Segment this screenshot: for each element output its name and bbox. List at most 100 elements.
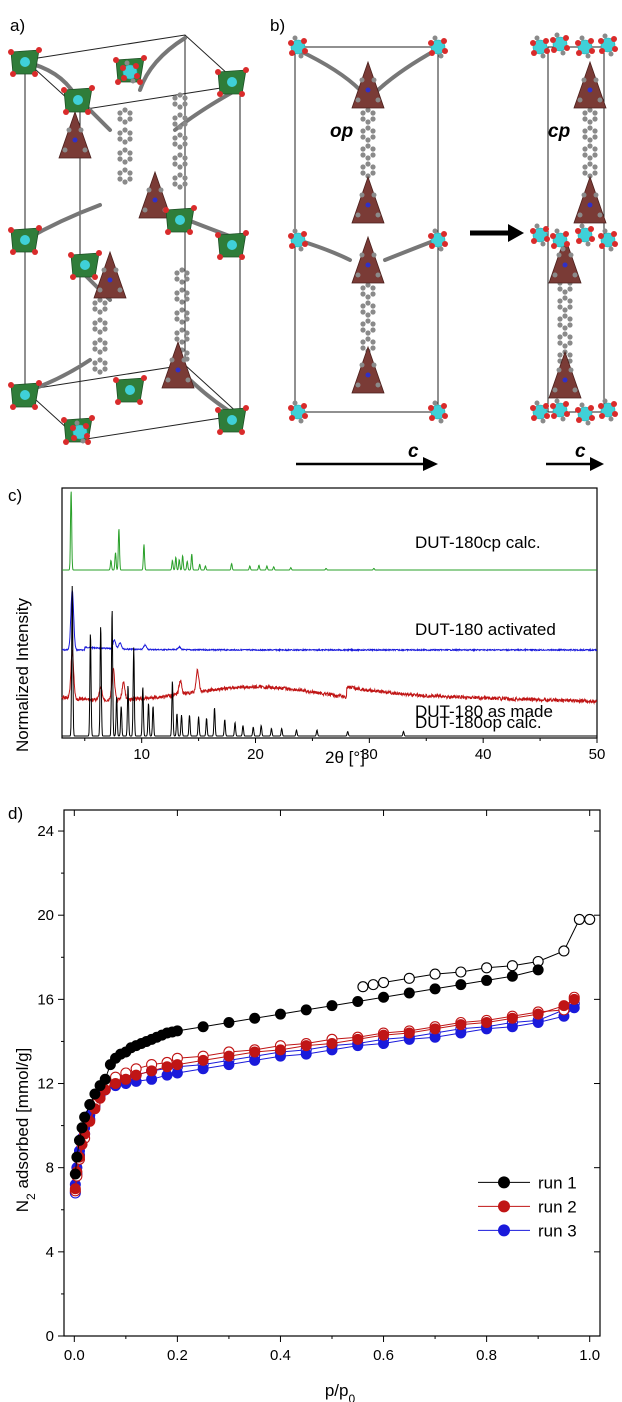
svg-text:c: c [408, 441, 419, 462]
xrd-series-2 [61, 590, 598, 653]
iso-desorption-point [403, 972, 415, 984]
iso-desorption-point [506, 960, 518, 972]
iso-adsorption-point [558, 1000, 570, 1012]
iso-adsorption-point [352, 995, 364, 1007]
iso-y-tick-label: 4 [46, 1244, 54, 1261]
iso-adsorption-point [84, 1099, 96, 1111]
iso-desorption-point [573, 913, 585, 925]
iso-adsorption-point [274, 1008, 286, 1020]
iso-desorption-line-2 [74, 996, 575, 1191]
iso-adsorption-line-1 [74, 969, 539, 1175]
iso-adsorption-point [378, 1029, 390, 1041]
iso-adsorption-point [532, 1008, 544, 1020]
isotherm-x-axis-label: p/p0 [325, 1381, 356, 1402]
iso-y-tick-label: 8 [46, 1160, 54, 1177]
iso-adsorption-point [73, 1134, 85, 1146]
iso-adsorption-point [130, 1069, 142, 1081]
iso-adsorption-point [249, 1046, 261, 1058]
iso-y-tick-label: 20 [37, 907, 54, 924]
iso-legend-label-2: run 2 [538, 1197, 577, 1216]
iso-y-tick-label: 0 [46, 1328, 54, 1345]
iso-adsorption-point [146, 1065, 158, 1077]
iso-adsorption-point [568, 993, 580, 1005]
iso-adsorption-point [300, 1040, 312, 1052]
panel-label-c: c) [8, 486, 23, 505]
iso-desorption-point [558, 945, 570, 957]
iso-legend-label-1: run 1 [538, 1173, 577, 1192]
iso-x-tick-label: 0.8 [476, 1347, 497, 1364]
iso-legend-label-3: run 3 [538, 1221, 577, 1240]
label-op: op [330, 121, 353, 142]
structure-panel-b-op: op [287, 35, 449, 424]
isotherm-y-axis-label: N2 adsorbed [mmol/g] [13, 1048, 38, 1212]
isotherm-chart: 0.0 0.2 0.4 0.6 0.8 1.0 0 4 8 12 16 20 24 run 1 run 2 r… [13, 809, 601, 1402]
iso-adsorption-point [274, 1044, 286, 1056]
xrd-series-3 [61, 650, 598, 706]
iso-adsorption-point [223, 1050, 235, 1062]
iso-adsorption-point [223, 1017, 235, 1029]
xrd-series-label-1: DUT-180cp calc. [415, 533, 541, 552]
iso-desorption-point [481, 962, 493, 974]
iso-x-tick-label: 0.2 [167, 1347, 188, 1364]
xrd-series-label-2: DUT-180 activated [415, 620, 556, 639]
iso-adsorption-point [161, 1061, 173, 1073]
iso-adsorption-point [71, 1151, 83, 1163]
iso-legend-marker-2 [498, 1200, 510, 1213]
iso-adsorption-point [403, 987, 415, 999]
iso-adsorption-point [429, 1023, 441, 1035]
iso-adsorption-point [79, 1111, 91, 1123]
xrd-y-axis-label: Normalized Intensity [13, 598, 32, 753]
panel-label-a: a) [10, 16, 26, 35]
iso-adsorption-point [403, 1027, 415, 1039]
crystal-structure-figure: op cp c c [7, 32, 619, 471]
transition-arrow [470, 224, 524, 242]
iso-x-tick-label: 1.0 [579, 1347, 600, 1364]
svg-text:c: c [575, 441, 586, 462]
c-axis-arrow-left: c [296, 441, 438, 471]
iso-adsorption-point [89, 1088, 101, 1100]
xrd-x-axis-label: 2θ [°] [325, 748, 365, 767]
iso-legend-marker-3 [498, 1224, 510, 1237]
xrd-x-tick-label: 10 [133, 746, 150, 763]
iso-adsorption-point [171, 1059, 183, 1071]
iso-adsorption-point [506, 1012, 518, 1024]
iso-adsorption-point [69, 1183, 81, 1195]
iso-y-tick-label: 12 [37, 1076, 54, 1093]
xrd-series-1 [62, 491, 597, 571]
iso-desorption-point [357, 981, 369, 993]
iso-adsorption-point [99, 1073, 111, 1085]
panel-label-b: b) [270, 16, 286, 35]
iso-adsorption-point [197, 1054, 209, 1066]
iso-desorption-point [429, 968, 441, 980]
iso-adsorption-point [506, 970, 518, 982]
iso-adsorption-point [481, 1017, 493, 1029]
iso-x-tick-label: 0.4 [270, 1347, 291, 1364]
xrd-series-label-3: DUT-180 as made [415, 702, 553, 721]
iso-adsorption-point [300, 1004, 312, 1016]
panel-label-d: d) [8, 804, 24, 823]
iso-adsorption-point [197, 1021, 209, 1033]
iso-x-tick-label: 0.0 [64, 1347, 85, 1364]
iso-adsorption-point [378, 991, 390, 1003]
c-axis-arrow-right: c [546, 441, 604, 471]
iso-adsorption-point [249, 1012, 261, 1024]
iso-desorption-line-1 [362, 918, 590, 988]
iso-y-tick-label: 24 [37, 823, 54, 840]
xrd-x-tick-label: 20 [247, 746, 264, 763]
iso-adsorption-point [455, 979, 467, 991]
iso-adsorption-point [481, 974, 493, 986]
iso-adsorption-point [171, 1025, 183, 1037]
xrd-series-4 [62, 585, 597, 737]
iso-adsorption-point [352, 1033, 364, 1045]
iso-desorption-point [455, 966, 467, 978]
xrd-plot-frame [61, 487, 598, 739]
iso-adsorption-point [69, 1168, 81, 1180]
iso-desorption-point [377, 976, 390, 989]
label-cp: cp [548, 121, 570, 142]
iso-adsorption-point [429, 983, 441, 995]
xrd-x-tick-label: 30 [361, 746, 378, 763]
iso-desorption-line-3 [74, 1003, 575, 1193]
iso-adsorption-point [110, 1078, 122, 1090]
iso-adsorption-point [76, 1122, 88, 1134]
iso-adsorption-point [326, 1038, 338, 1050]
